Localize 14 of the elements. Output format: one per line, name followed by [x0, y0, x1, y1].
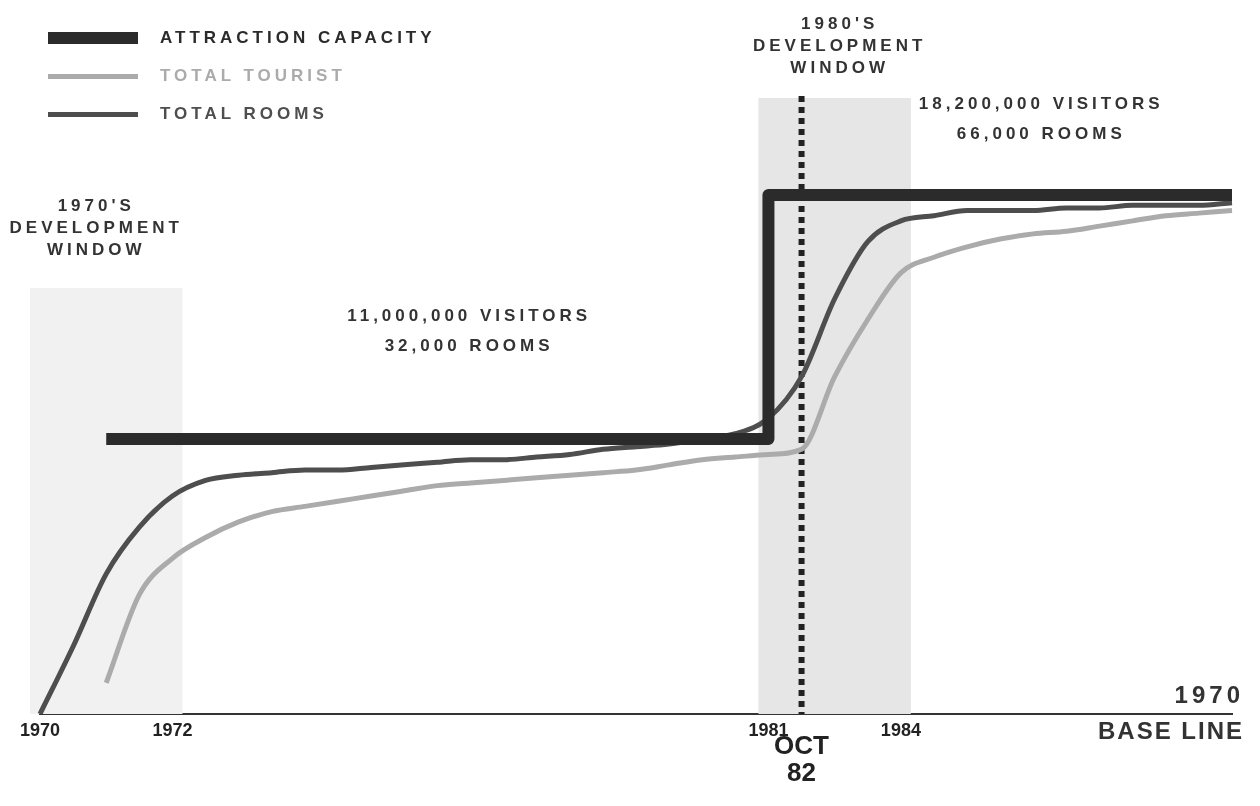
- text: ATTRACTION CAPACITY: [160, 28, 436, 48]
- x-tick-label: 1970: [19, 719, 61, 740]
- text: 66,000 ROOMS: [956, 124, 1126, 144]
- text: TOTAL ROOMS: [160, 104, 328, 124]
- band-label: 1980'S DEVELOPMENT WINDOW: [752, 14, 927, 78]
- text: BASE LINE: [1097, 716, 1244, 744]
- text: TOTAL TOURIST: [160, 66, 346, 86]
- band-label: 1970'S DEVELOPMENT WINDOW: [9, 196, 183, 260]
- text: 18,200,000 VISITORS: [918, 94, 1164, 114]
- x-tick-label: 1972: [152, 719, 193, 740]
- annotation: 1970: [1174, 680, 1244, 708]
- annotation: 11,000,000 VISITORS: [347, 306, 592, 326]
- annotation: 32,000 ROOMS: [384, 336, 554, 356]
- x-tick-label: 1984: [880, 719, 921, 740]
